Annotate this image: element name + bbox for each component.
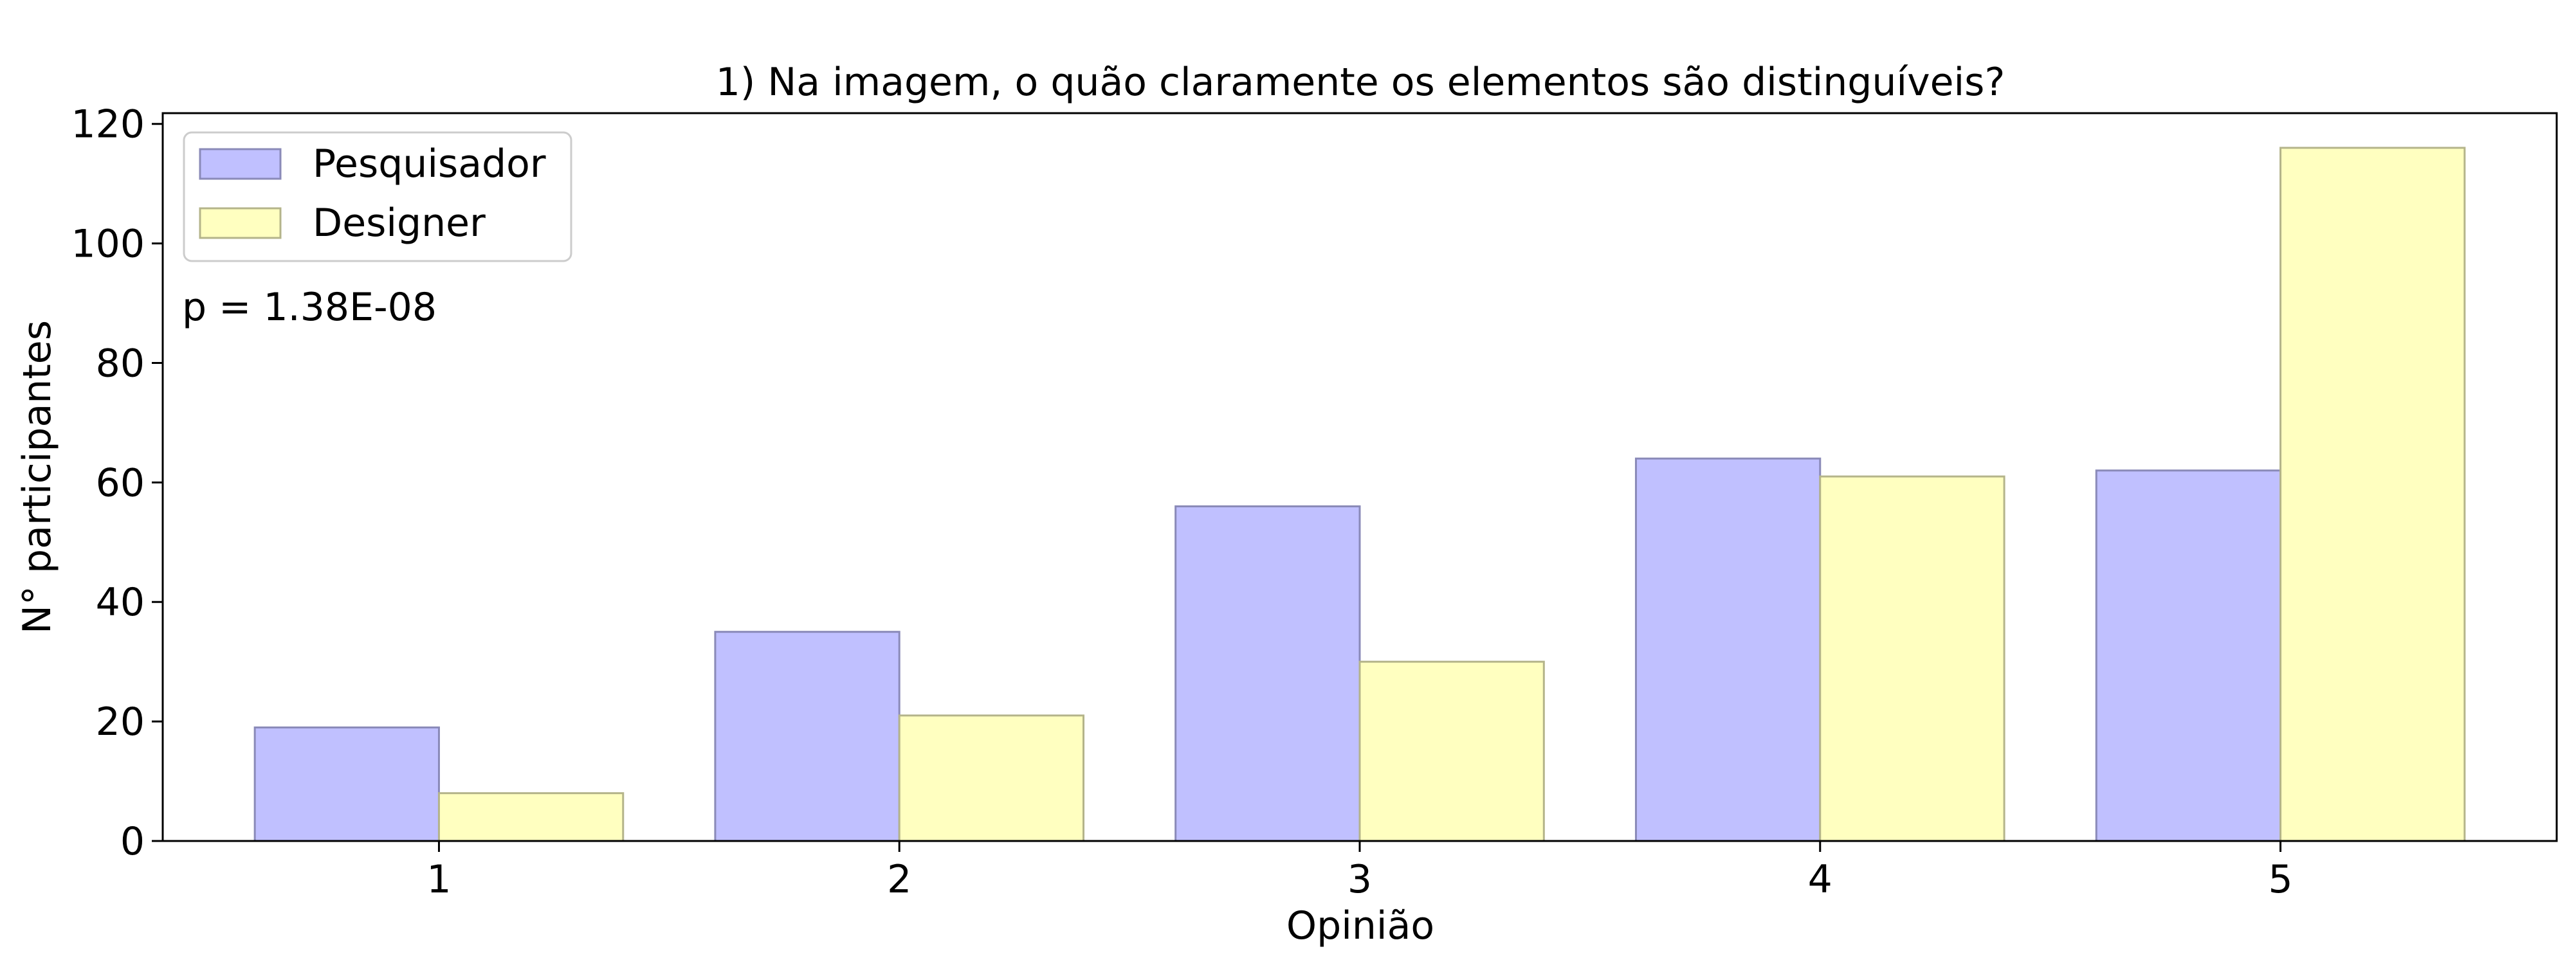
bar-designer-1	[437, 792, 625, 842]
y-axis: 0 20 40 60 80 100 120	[71, 102, 163, 864]
y-tick-label: 120	[71, 102, 145, 147]
bar-designer-2	[898, 714, 1085, 842]
y-tick-label: 20	[96, 700, 145, 745]
bars	[253, 147, 2466, 842]
bar-pesquisador-2	[714, 631, 900, 842]
y-tick-label: 0	[120, 819, 145, 864]
y-tick-label: 100	[71, 222, 145, 267]
x-tick-label: 3	[1347, 857, 1372, 902]
legend-swatch-pesquisador	[199, 148, 282, 180]
y-tick-label: 40	[96, 580, 145, 625]
legend-label-designer: Designer	[313, 201, 486, 246]
bar-pesquisador-5	[2095, 469, 2282, 842]
y-tick-label: 80	[96, 341, 145, 386]
plot-frame	[161, 112, 2558, 842]
bar-pesquisador-1	[253, 726, 440, 842]
x-axis-label: Opinião	[1286, 903, 1434, 948]
bar-designer-4	[1819, 475, 2005, 842]
x-tick-label: 2	[887, 857, 911, 902]
bar-designer-3	[1358, 660, 1545, 842]
bar-pesquisador-3	[1174, 505, 1361, 842]
x-tick-label: 4	[1808, 857, 1832, 902]
legend-swatch-designer	[199, 207, 282, 239]
y-tick-label: 60	[96, 460, 145, 505]
bar-pesquisador-4	[1634, 457, 1822, 842]
legend-label-pesquisador: Pesquisador	[313, 141, 546, 186]
x-tick-label: 1	[426, 857, 451, 902]
legend: Pesquisador Designer	[183, 131, 572, 262]
chart-title: 1) Na imagem, o quão claramente os eleme…	[716, 60, 2005, 105]
x-tick-label: 5	[2268, 857, 2292, 902]
x-axis: 1 2 3 4 5	[426, 841, 2293, 902]
p-value-annotation: p = 1.38E-08	[182, 285, 437, 330]
bar-designer-5	[2279, 147, 2466, 842]
y-axis-label: N° participantes	[15, 320, 60, 634]
